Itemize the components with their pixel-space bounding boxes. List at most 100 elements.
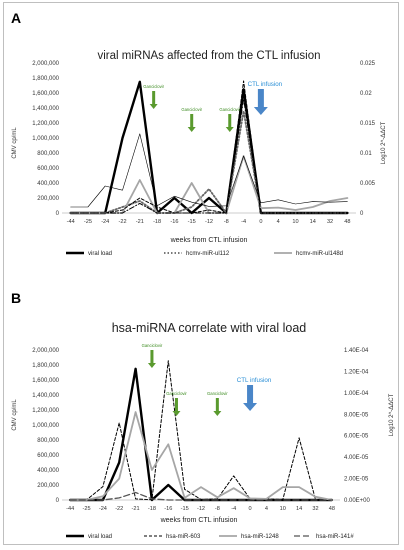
y2-tick-label: 0.00E+00 [344, 498, 371, 504]
x-tick-label: 0 [248, 506, 251, 512]
ganciclovir-label: Ganciclovir [166, 391, 187, 396]
y-axis-label-b: CMV cp/mL [12, 399, 18, 431]
ctl-arrow-shaft [257, 89, 264, 107]
x-axis-label-b: weeks from CTL infusion [160, 517, 238, 524]
y-tick-label: 0 [56, 211, 60, 217]
y-tick-label: 1,000,000 [32, 423, 59, 429]
x-tick-label: -22 [115, 506, 123, 512]
y-tick-label: 1,400,000 [32, 393, 59, 399]
x-tick-label: -24 [101, 219, 109, 225]
chart-panel-a: A viral miRNAs affected from the CTL inf… [11, 10, 387, 257]
y-tick-label: 2,000,000 [32, 61, 59, 67]
y2-ticks-b: 0.00E+00 2.00E-05 4.00E-05 6.00E-05 8.00E-05… [344, 348, 371, 504]
figure-frame: A viral miRNAs affected from the CTL inf… [3, 2, 399, 545]
ganciclovir-arrow-shaft [174, 398, 178, 411]
y-ticks-b: 0 200,000 400,000 600,000 800,000 1,000,000 1,… [32, 348, 59, 504]
y-tick-label: 2,000,000 [32, 348, 59, 354]
ganciclovir-arrow-shaft [150, 350, 154, 363]
y-tick-label: 1,600,000 [32, 378, 59, 384]
ganciclovir-arrow-head [187, 127, 196, 132]
y2-ticks-a: 0 0.005 0.01 0.015 0.02 0.025 [360, 61, 376, 217]
x-tick-label: -12 [197, 506, 205, 512]
x-tick-label: 10 [280, 506, 286, 512]
ctl-arrow-head [253, 107, 268, 115]
y-tick-label: 800,000 [37, 438, 59, 444]
y2-tick-label: 1.40E-04 [344, 348, 369, 354]
x-tick-label: 4 [265, 506, 268, 512]
x-tick-label: -8 [215, 506, 220, 512]
x-tick-label: -4 [231, 506, 236, 512]
legend-label: viral load [88, 534, 112, 540]
x-tick-label: -8 [224, 219, 229, 225]
panel-letter-b: B [11, 290, 21, 306]
ganciclovir-arrow-head [172, 411, 181, 416]
y-tick-label: 800,000 [37, 151, 59, 157]
legend-a: viral loadhcmv-miR-ul112hcmv-miR-ul148dh… [66, 251, 343, 257]
ganciclovir-arrow-shaft [152, 91, 156, 104]
x-tick-label: -18 [148, 506, 156, 512]
series-group-b [68, 360, 333, 502]
y-tick-label: 200,000 [37, 196, 59, 202]
x-tick-label: -21 [136, 219, 144, 225]
y2-tick-label: 2.00E-05 [344, 477, 369, 483]
series-group-a [69, 80, 349, 215]
x-tick-label: -24 [99, 506, 107, 512]
panel-letter-a: A [11, 10, 21, 26]
series-line-a-0 [69, 80, 349, 215]
series-line-b-3 [69, 491, 333, 501]
x-tick-label: -16 [170, 219, 178, 225]
y2-tick-label: 0.02 [360, 91, 372, 97]
y2-axis-label-a: Log10 2^-ΔΔCT [381, 121, 387, 164]
ganciclovir-arrow-shaft [228, 114, 232, 127]
series-line-a-5 [70, 133, 348, 208]
x-tick-label: 48 [329, 506, 335, 512]
ctl-infusion-label: CTL infusion [248, 81, 283, 88]
x-tick-label: 32 [312, 506, 318, 512]
series-line-b-1 [69, 360, 333, 501]
legend-label: hsa-miR-141# [316, 534, 354, 540]
ganciclovir-label: Ganciclovir [143, 84, 164, 89]
legend-label: hcmv-miR-ul112 [186, 251, 230, 257]
y-tick-label: 1,000,000 [32, 136, 59, 142]
y2-tick-label: 8.00E-05 [344, 412, 369, 418]
ganciclovir-label: Ganciclovir [219, 107, 240, 112]
series-line-b-2 [69, 411, 333, 501]
y2-tick-label: 0.01 [360, 151, 372, 157]
y2-tick-label: 1.20E-04 [344, 369, 369, 375]
x-axis-label-a: weeks from CTL infusion [170, 237, 248, 244]
y-tick-label: 1,800,000 [32, 363, 59, 369]
x-tick-label: -44 [66, 506, 74, 512]
x-tick-label: -21 [132, 506, 140, 512]
ganciclovir-arrow-head [147, 363, 156, 368]
y-tick-label: 1,600,000 [32, 91, 59, 97]
ganciclovir-label: Ganciclovir [181, 107, 202, 112]
y-tick-label: 600,000 [37, 166, 59, 172]
x-tick-label: -15 [181, 506, 189, 512]
y2-tick-label: 6.00E-05 [344, 434, 369, 440]
ganciclovir-arrow-shaft [215, 398, 219, 411]
x-tick-label: 48 [344, 219, 350, 225]
annotations-a: Ganciclovir Ganciclovir Ganciclovir CTL inf… [143, 81, 283, 132]
y2-tick-label: 4.00E-05 [344, 455, 369, 461]
x-tick-label: 14 [296, 506, 302, 512]
y-tick-label: 1,200,000 [32, 121, 59, 127]
y2-tick-label: 0.005 [360, 181, 376, 187]
x-tick-label: 10 [292, 219, 298, 225]
x-ticks-a: -44 -25 -24 -22 -21 -18 -16 -15 -12 -8 -4 0 4 10 14 32 4… [67, 219, 351, 225]
x-tick-label: -12 [205, 219, 213, 225]
ganciclovir-arrow-head [225, 127, 234, 132]
y-axis-label-a: CMV cp/mL [12, 127, 18, 159]
x-tick-label: 32 [327, 219, 333, 225]
series-line-b-0 [68, 367, 333, 502]
x-tick-label: -44 [67, 219, 75, 225]
legend-b: viral load hsa-miR-603 hsa-miR-1248 hsa-miR… [66, 534, 354, 540]
ganciclovir-arrow-head [149, 104, 158, 109]
ctl-arrow-head [243, 403, 258, 411]
ganciclovir-label: Ganciclovir [142, 343, 163, 348]
y-tick-label: 600,000 [37, 453, 59, 459]
x-tick-label: -22 [118, 219, 126, 225]
y-tick-label: 1,200,000 [32, 408, 59, 414]
chart-title-b: hsa-miRNA correlate with viral load [112, 321, 307, 335]
y2-tick-label: 0 [360, 211, 364, 217]
y2-tick-label: 0.025 [360, 61, 376, 67]
